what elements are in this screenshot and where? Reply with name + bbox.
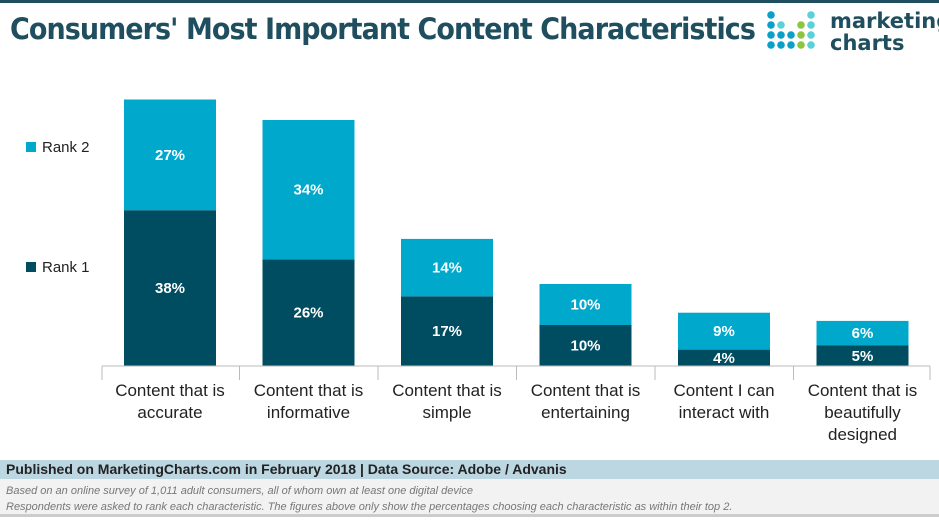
data-label: 14% [432,260,462,277]
bar-rank-1 [816,345,909,366]
notes: Based on an online survey of 1,011 adult… [0,479,939,517]
x-tick-label: Content that is [531,381,641,400]
data-label: 17% [432,323,462,340]
x-tick-label: Content that is [115,381,225,400]
chart-title: Consumers' Most Important Content Charac… [10,12,756,46]
x-tick-label: designed [828,425,897,444]
x-tick-label: interact with [679,403,770,422]
bar-rank-1 [262,259,355,366]
x-tick-label: Content that is [392,381,502,400]
logo-dot [777,41,785,49]
legend-swatch [26,262,36,272]
data-label: 10% [570,297,600,314]
data-label: 27% [155,147,185,164]
bar-rank-2 [262,120,355,260]
marketingcharts-logo [767,11,815,49]
logo-dot [807,31,815,39]
logo-dot [777,21,785,29]
logo-dot [767,31,775,39]
x-tick-label: informative [267,403,350,422]
source-bar: Published on MarketingCharts.com in Febr… [0,460,939,479]
logo-dot [807,41,815,49]
x-tick-label: Content I can [673,381,774,400]
logo-dot [767,41,775,49]
stacked-bar-chart: 38% 27% Content that is accurate 26% 34% Conte… [26,99,931,444]
data-label: 5% [852,348,874,365]
logo-dot [797,31,805,39]
bar-rank-2 [539,284,632,325]
x-tick-label: entertaining [541,403,630,422]
bar-rank-1 [678,349,770,366]
logo-dot [767,11,775,19]
data-label: 38% [155,280,185,297]
logo-dot [807,11,815,19]
bar-rank-1 [124,210,216,366]
data-label: 4% [713,350,735,367]
logo-text: marketingcharts [830,9,939,55]
data-label: 6% [852,325,874,342]
bar-rank-2 [816,320,909,346]
x-tick-label: Content that is [254,381,364,400]
legend-label: Rank 1 [42,259,90,276]
x-tick-label: accurate [137,403,202,422]
data-label: 10% [570,338,600,355]
bar-rank-1 [539,325,632,366]
logo-dot [797,21,805,29]
legend-label: Rank 2 [42,139,90,156]
logo-dot [797,41,805,49]
data-label: 34% [293,182,323,199]
logo-dot [767,21,775,29]
logo-dot [787,41,795,49]
x-tick-label: simple [422,403,471,422]
logo-dot [777,31,785,39]
legend-swatch [26,142,36,152]
bar-rank-2 [678,312,770,350]
top-border [0,0,939,3]
bar-rank-2 [401,238,493,297]
data-label: 9% [713,323,735,340]
logo-dot [807,21,815,29]
bar-rank-1 [401,296,493,366]
x-tick-label: beautifully [824,403,901,422]
logo-dot [787,31,795,39]
x-tick-label: Content that is [808,381,918,400]
data-label: 26% [293,305,323,322]
bar-rank-2 [124,99,216,211]
